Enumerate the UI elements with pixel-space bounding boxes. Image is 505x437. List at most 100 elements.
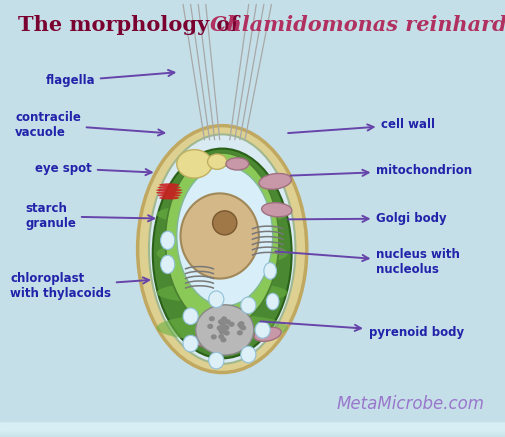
Ellipse shape [225, 319, 231, 324]
Ellipse shape [226, 158, 248, 170]
Bar [0, 428, 505, 435]
Bar [0, 423, 505, 430]
Bar [0, 429, 505, 436]
Ellipse shape [209, 291, 224, 308]
Bar [0, 425, 505, 432]
Ellipse shape [241, 297, 256, 314]
Bar [0, 425, 505, 433]
Ellipse shape [220, 329, 226, 334]
Ellipse shape [238, 321, 244, 326]
Bar [0, 423, 505, 430]
Ellipse shape [229, 322, 235, 327]
Bar [0, 426, 505, 433]
Text: cell wall: cell wall [288, 118, 435, 133]
Ellipse shape [267, 293, 279, 310]
Bar [0, 425, 505, 432]
Ellipse shape [217, 325, 223, 330]
Text: chloroplast
with thylacoids: chloroplast with thylacoids [10, 272, 149, 300]
Ellipse shape [211, 334, 217, 340]
Bar [0, 427, 505, 434]
Bar [0, 423, 505, 431]
Ellipse shape [220, 337, 226, 343]
Ellipse shape [156, 191, 182, 194]
Bar [0, 427, 505, 434]
Ellipse shape [209, 316, 215, 321]
Bar [0, 424, 505, 431]
Text: eye spot: eye spot [35, 162, 152, 175]
Bar [0, 424, 505, 431]
Bar [0, 425, 505, 432]
Bar [0, 424, 505, 432]
Ellipse shape [181, 193, 259, 279]
Bar [0, 426, 505, 433]
Text: pyrenoid body: pyrenoid body [260, 321, 464, 339]
Bar [0, 423, 505, 431]
Bar [0, 430, 505, 437]
Bar [0, 423, 505, 430]
Bar [0, 423, 505, 430]
Bar [0, 427, 505, 434]
Bar [0, 427, 505, 435]
Bar [0, 426, 505, 434]
Text: Chlamidomonas reinhardii: Chlamidomonas reinhardii [210, 15, 505, 35]
Text: Golgi body: Golgi body [288, 212, 447, 225]
Bar [0, 423, 505, 431]
Ellipse shape [161, 231, 175, 250]
Bar [0, 426, 505, 433]
Bar [0, 430, 505, 437]
Bar [0, 427, 505, 434]
Ellipse shape [213, 211, 237, 235]
Bar [0, 426, 505, 434]
Ellipse shape [220, 322, 226, 327]
Bar [0, 430, 505, 437]
Bar [0, 428, 505, 435]
Ellipse shape [209, 352, 224, 369]
Bar [0, 423, 505, 430]
Ellipse shape [165, 153, 279, 328]
Bar [0, 428, 505, 436]
Bar [0, 426, 505, 433]
Bar [0, 427, 505, 434]
Ellipse shape [158, 186, 181, 189]
Ellipse shape [241, 346, 256, 363]
Bar [0, 424, 505, 432]
Text: MetaMicrobe.com: MetaMicrobe.com [337, 395, 485, 413]
Ellipse shape [255, 322, 270, 338]
Bar [0, 428, 505, 435]
Ellipse shape [153, 149, 292, 358]
Bar [0, 429, 505, 437]
Ellipse shape [262, 203, 292, 217]
Bar [0, 427, 505, 434]
Bar [0, 428, 505, 435]
Bar [0, 428, 505, 435]
Ellipse shape [177, 149, 212, 178]
Ellipse shape [223, 325, 229, 330]
Ellipse shape [224, 330, 230, 336]
Bar [0, 424, 505, 431]
Bar [0, 423, 505, 430]
Bar [0, 429, 505, 436]
Ellipse shape [264, 263, 277, 279]
Ellipse shape [207, 324, 213, 329]
Ellipse shape [221, 316, 227, 322]
Bar [0, 427, 505, 434]
Ellipse shape [219, 329, 225, 334]
Ellipse shape [193, 334, 221, 348]
Ellipse shape [218, 319, 224, 325]
Ellipse shape [259, 173, 291, 189]
Ellipse shape [159, 197, 179, 200]
Ellipse shape [156, 189, 182, 192]
Ellipse shape [237, 330, 243, 336]
Bar [0, 424, 505, 432]
Bar [0, 429, 505, 436]
Ellipse shape [149, 135, 295, 364]
Text: mitochondrion: mitochondrion [291, 164, 472, 177]
Text: flagella: flagella [45, 70, 174, 87]
Ellipse shape [157, 203, 288, 225]
Ellipse shape [177, 166, 273, 306]
Bar [0, 429, 505, 437]
Ellipse shape [237, 322, 243, 327]
Bar [0, 427, 505, 434]
Ellipse shape [158, 194, 181, 197]
Bar [0, 425, 505, 433]
